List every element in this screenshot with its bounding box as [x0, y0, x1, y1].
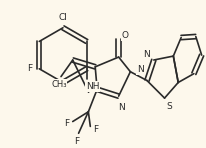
Text: N: N [136, 65, 143, 74]
Text: NH: NH [85, 82, 99, 91]
Text: F: F [27, 64, 32, 73]
Text: Cl: Cl [58, 13, 67, 22]
Text: F: F [74, 137, 79, 146]
Text: CH₃: CH₃ [51, 80, 67, 89]
Text: F: F [64, 119, 69, 128]
Text: O: O [121, 31, 128, 40]
Text: N: N [118, 103, 124, 112]
Text: N: N [143, 50, 150, 59]
Text: F: F [93, 125, 98, 134]
Text: S: S [166, 102, 171, 111]
